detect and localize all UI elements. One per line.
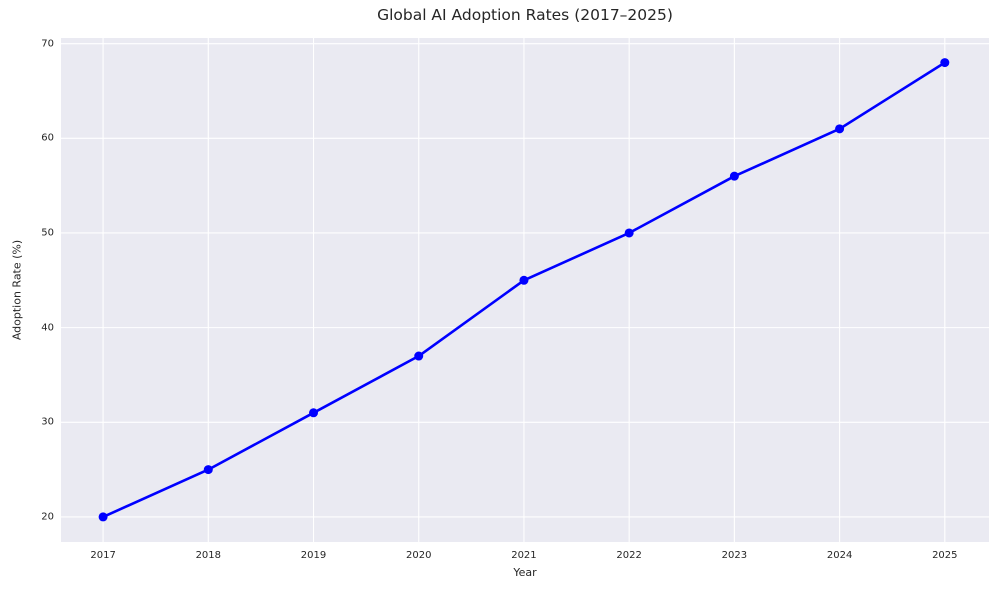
data-point-marker: [203, 465, 213, 475]
x-tick-label: 2020: [405, 550, 432, 561]
data-point-marker: [98, 512, 108, 522]
data-point-marker: [729, 171, 739, 181]
data-point-marker: [940, 58, 950, 68]
data-point-marker: [624, 228, 634, 238]
y-tick-label: 60: [41, 132, 54, 144]
y-tick-label: 70: [41, 38, 54, 50]
data-point-marker: [519, 275, 529, 285]
y-tick-label: 40: [41, 322, 54, 334]
x-tick-label: 2025: [932, 550, 958, 561]
plot-background: [61, 38, 989, 542]
chart-title: Global AI Adoption Rates (2017–2025): [377, 6, 673, 24]
y-tick-label: 20: [41, 511, 54, 523]
data-point-marker: [414, 351, 424, 361]
x-tick-label: 2019: [300, 550, 327, 561]
x-tick-label: 2018: [195, 550, 222, 561]
x-tick-label: 2024: [826, 550, 853, 561]
x-tick-label: 2023: [721, 550, 748, 561]
x-tick-label: 2021: [511, 550, 537, 561]
data-point-marker: [309, 408, 319, 418]
y-tick-label: 50: [41, 227, 54, 239]
x-tick-label: 2022: [616, 550, 642, 561]
data-point-marker: [835, 124, 845, 134]
y-tick-label: 30: [41, 416, 54, 428]
x-axis-label: Year: [513, 566, 537, 579]
x-tick-label: 2017: [90, 550, 116, 561]
